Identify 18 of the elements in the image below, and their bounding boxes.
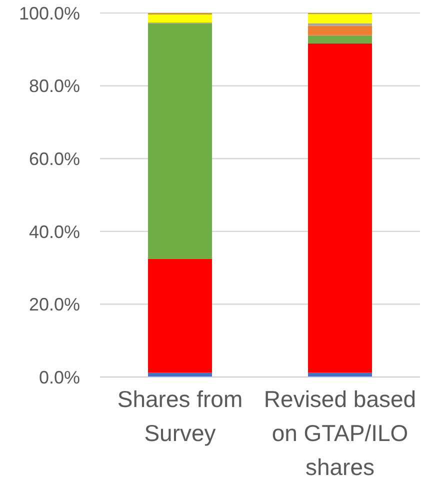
bar bbox=[308, 14, 372, 24]
bar bbox=[148, 258, 212, 373]
x-tick-label: Revised based on GTAP/ILO shares bbox=[264, 386, 416, 480]
bar bbox=[308, 26, 372, 36]
y-tick-label: 20.0% bbox=[28, 294, 80, 315]
x-tick-label: Shares from Survey bbox=[117, 386, 243, 446]
bar bbox=[308, 23, 372, 26]
bar bbox=[148, 23, 212, 259]
y-tick-label: 40.0% bbox=[28, 222, 80, 242]
y-tick-label: 80.0% bbox=[28, 76, 80, 96]
y-tick-label: 60.0% bbox=[28, 148, 80, 169]
bar bbox=[148, 372, 212, 377]
bar bbox=[308, 43, 372, 373]
y-tick-label: 100.0% bbox=[18, 3, 80, 24]
bar bbox=[148, 14, 212, 22]
bar bbox=[308, 372, 372, 377]
y-tick-label: 0.0% bbox=[38, 367, 80, 388]
bar bbox=[308, 35, 372, 44]
